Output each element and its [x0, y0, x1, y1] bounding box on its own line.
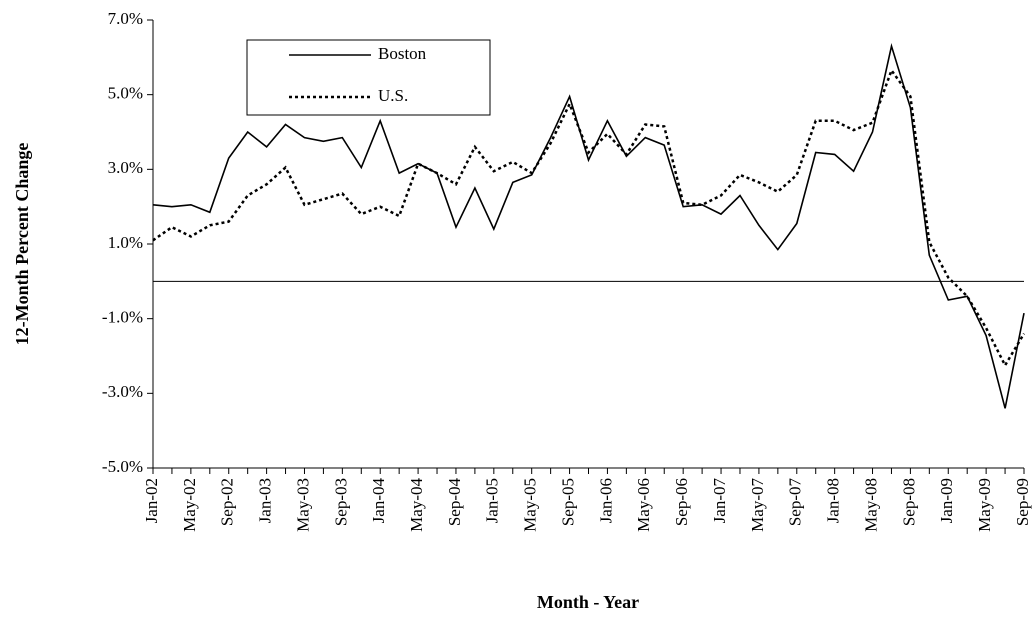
series-line — [152, 42, 1025, 409]
y-tick-label: -1.0% — [102, 308, 143, 327]
x-tick-label: Sep-09 — [1013, 478, 1032, 526]
x-tick-label: May-05 — [521, 478, 540, 532]
x-tick-label: Sep-08 — [899, 478, 918, 526]
x-tick-label: Sep-07 — [786, 478, 805, 527]
legend-box — [246, 39, 491, 116]
y-tick-label: 1.0% — [108, 233, 143, 252]
legend-label: U.S. — [378, 86, 408, 105]
x-tick-label: Jan-03 — [256, 478, 275, 523]
x-tick-label: Jan-09 — [937, 478, 956, 523]
y-tick-label: 3.0% — [108, 158, 143, 177]
x-tick-label: Sep-05 — [558, 478, 577, 526]
x-tick-label: May-04 — [407, 478, 426, 532]
x-tick-label: May-06 — [634, 478, 653, 532]
x-tick-label: Jan-08 — [824, 478, 843, 523]
x-tick-label: Jan-04 — [369, 478, 388, 524]
y-tick-label: -5.0% — [102, 457, 143, 476]
x-tick-label: Jan-05 — [483, 478, 502, 523]
x-tick-label: Sep-03 — [331, 478, 350, 526]
x-tick-label: May-02 — [180, 478, 199, 532]
x-axis-label: Month - Year — [537, 592, 639, 612]
series-line — [152, 67, 1026, 368]
x-tick-label: Sep-04 — [445, 478, 464, 527]
y-tick-label: 5.0% — [108, 84, 143, 103]
y-axis-label: 12-Month Percent Change — [12, 143, 32, 346]
y-tick-label: -3.0% — [102, 382, 143, 401]
x-tick-label: Jan-06 — [596, 478, 615, 523]
x-tick-label: Sep-02 — [218, 478, 237, 526]
legend-label: Boston — [378, 44, 427, 63]
y-tick-label: 7.0% — [108, 9, 143, 28]
x-tick-label: Sep-06 — [672, 478, 691, 526]
x-tick-label: May-09 — [975, 478, 994, 532]
x-tick-label: Jan-02 — [142, 478, 161, 523]
x-tick-label: May-07 — [748, 478, 767, 532]
x-tick-label: Jan-07 — [710, 478, 729, 524]
x-tick-label: May-08 — [861, 478, 880, 532]
x-tick-label: May-03 — [293, 478, 312, 532]
